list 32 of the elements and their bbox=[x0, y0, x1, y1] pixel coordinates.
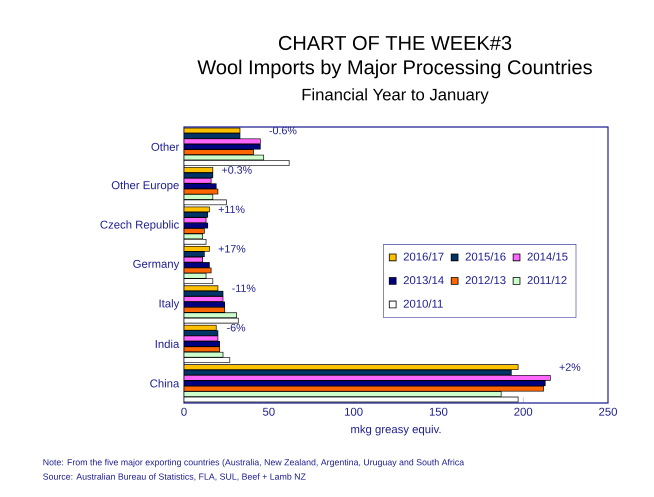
annotation: +17% bbox=[218, 245, 246, 253]
y-tick-label: Germany bbox=[133, 260, 180, 270]
annotation: +2% bbox=[560, 363, 580, 371]
y-tick-label: Other Europe bbox=[112, 180, 179, 192]
annotation: -11% bbox=[232, 284, 256, 292]
source-note: Source: Australian Bureau of Statistics, FLA, SUL, Beef + Lamb NZ bbox=[43, 473, 306, 481]
text: Note: From the five major exporting countries (Australia, New Zealand, Argentina, Uruguay and South Africa bbox=[43, 458, 464, 468]
legend-label: 2015/16 bbox=[466, 252, 506, 261]
chart-title: CHART OF THE WEEK#3 bbox=[278, 36, 512, 50]
y-tick-label: Czech Republic bbox=[100, 220, 179, 231]
legend-label: 2013/14 bbox=[404, 276, 444, 284]
legend-label: 2016/17 bbox=[404, 252, 444, 261]
legend-label: 2014/15 bbox=[528, 252, 568, 261]
y-tick-label: India bbox=[156, 340, 180, 348]
annotation: +0.3% bbox=[222, 166, 252, 174]
legend-label: 2012/13 bbox=[466, 276, 506, 284]
annotation: -6% bbox=[227, 324, 246, 332]
x-tick-label: 0 bbox=[181, 408, 187, 416]
x-tick-label: 250 bbox=[599, 408, 617, 416]
x-tick-label: 50 bbox=[262, 408, 275, 416]
y-tick-label: China bbox=[150, 379, 180, 388]
x-tick-label: 150 bbox=[430, 408, 448, 416]
chart-subtitle: Wool Imports by Major Processing Countries bbox=[197, 60, 592, 78]
text: Financial Year to January bbox=[302, 88, 489, 104]
x-tick-label: 100 bbox=[345, 408, 363, 416]
annotation: +11% bbox=[218, 206, 245, 214]
x-tick-label: 200 bbox=[514, 408, 532, 416]
x-axis-title: mkg greasy equiv. bbox=[351, 424, 441, 436]
legend-label: 2011/12 bbox=[528, 276, 567, 284]
y-tick-label: Italy bbox=[160, 299, 180, 310]
legend-label: 2010/11 bbox=[404, 299, 443, 308]
y-tick-label: Other bbox=[151, 142, 180, 151]
